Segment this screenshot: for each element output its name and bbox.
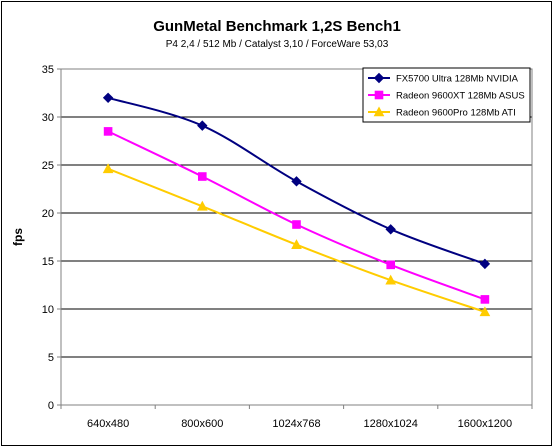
data-point [386, 260, 395, 270]
data-point [291, 176, 302, 187]
x-tick-label: 1024x768 [272, 418, 320, 430]
x-tick-label: 1600x1200 [458, 418, 512, 430]
chart-title: GunMetal Benchmark 1,2S Bench1 [153, 18, 401, 35]
y-tick-label: 35 [42, 64, 54, 76]
series-2 [103, 127, 490, 304]
legend-marker [373, 106, 385, 117]
x-tick-label: 1280x1024 [363, 418, 417, 430]
data-point [291, 239, 302, 249]
legend-label: Radeon 9600XT 128Mb ASUS [396, 91, 525, 102]
legend-item: Radeon 9600Pro 128Mb ATI [368, 106, 516, 119]
x-tick-label: 640x480 [87, 418, 129, 430]
y-tick-label: 30 [42, 112, 54, 124]
series-3 [102, 163, 491, 317]
data-point [102, 92, 114, 104]
data-point [385, 274, 397, 285]
data-point [479, 258, 491, 270]
y-tick-label: 5 [48, 352, 54, 364]
y-tick-label: 25 [42, 160, 54, 172]
data-point [197, 120, 208, 131]
data-point [196, 200, 208, 211]
data-point [198, 172, 207, 181]
legend-box [362, 67, 531, 123]
x-tick-label: 800x600 [181, 418, 223, 430]
y-tick-label: 10 [42, 304, 54, 316]
legend-label: Radeon 9600Pro 128Mb ATI [396, 108, 516, 119]
data-point [385, 224, 396, 235]
y-tick-label: 0 [48, 400, 54, 412]
y-axis-ticks: 0 5 10 15 20 25 30 35 [42, 64, 61, 412]
series-line [107, 130, 486, 301]
data-point [292, 220, 301, 229]
y-tick-label: 15 [42, 256, 54, 268]
data-point [479, 306, 491, 317]
legend-marker [374, 90, 384, 100]
legend-marker [373, 72, 385, 84]
chart-subtitle: P4 2,4 / 512 Mb / Catalyst 3,10 / ForceW… [165, 39, 389, 50]
data-point [480, 295, 490, 304]
y-axis-label: fps [11, 228, 25, 246]
data-point [102, 163, 114, 174]
legend-label: FX5700 Ultra 128Mb NVIDIA [396, 74, 519, 85]
legend: FX5700 Ultra 128Mb NVIDIA Radeon 9600XT 1… [362, 67, 531, 123]
x-axis-ticks: 640x480 800x600 1024x768 1280x1024 1600x1200 [60, 405, 533, 430]
series-group [102, 92, 491, 317]
data-point [103, 127, 113, 136]
legend-item: FX5700 Ultra 128Mb NVIDIA [368, 72, 519, 85]
plot-area [60, 68, 533, 406]
legend-item: Radeon 9600XT 128Mb ASUS [368, 91, 525, 102]
series-1 [102, 92, 491, 270]
y-tick-label: 20 [42, 208, 54, 220]
